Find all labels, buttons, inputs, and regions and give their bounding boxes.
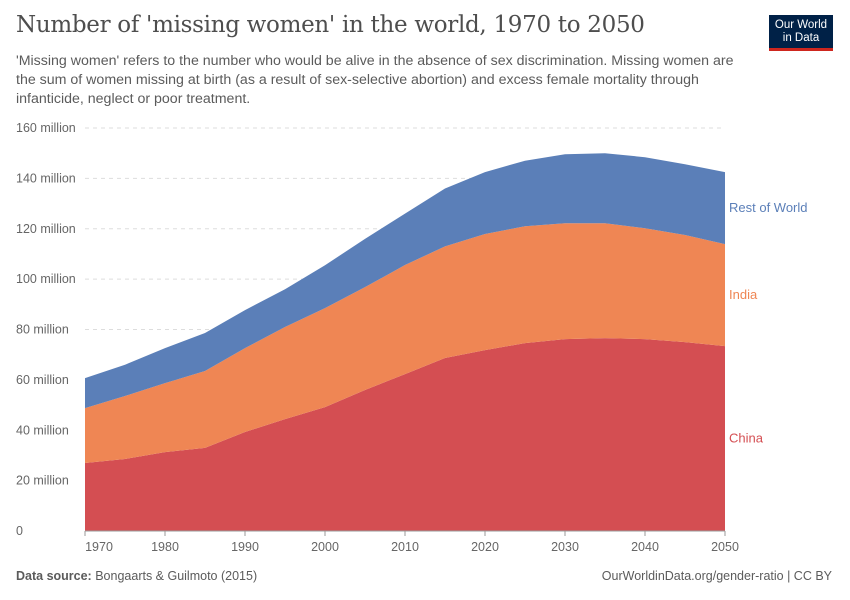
area-china: [85, 338, 725, 531]
y-tick-label: 40 million: [16, 423, 69, 437]
y-tick-label: 100 million: [16, 272, 76, 286]
series-label: China: [729, 431, 764, 446]
source-label: Data source:: [16, 569, 92, 583]
x-tick-label: 2020: [471, 540, 499, 554]
y-tick-label: 140 million: [16, 171, 76, 185]
x-tick-label: 1990: [231, 540, 259, 554]
x-tick-label: 1970: [85, 540, 113, 554]
chart-subtitle: 'Missing women' refers to the number who…: [16, 53, 734, 107]
x-tick-label: 2030: [551, 540, 579, 554]
owid-logo[interactable]: Our World in Data: [769, 15, 833, 51]
y-tick-label: 20 million: [16, 474, 69, 488]
area-rest-of-world: [85, 153, 725, 409]
y-tick-label: 0: [16, 524, 23, 538]
x-tick-label: 1980: [151, 540, 179, 554]
x-tick-label: 2040: [631, 540, 659, 554]
y-tick-label: 60 million: [16, 373, 69, 387]
series-label: Rest of World: [729, 200, 808, 215]
logo-line2: in Data: [782, 32, 820, 44]
source-text: Bongaarts & Guilmoto (2015): [95, 569, 258, 583]
x-tick-label: 2050: [711, 540, 739, 554]
data-source: Data source: Bongaarts & Guilmoto (2015): [16, 569, 257, 583]
area-india: [85, 223, 725, 463]
url-license[interactable]: OurWorldinData.org/gender-ratio | CC BY: [601, 569, 832, 583]
x-tick-label: 2010: [391, 540, 419, 554]
x-tick-label: 2000: [311, 540, 339, 554]
y-tick-label: 160 million: [16, 121, 76, 135]
series-label: India: [729, 287, 758, 302]
y-tick-label: 120 million: [16, 222, 76, 236]
chart-title: Number of 'missing women' in the world, …: [16, 12, 645, 38]
logo-line1: Our World: [774, 19, 828, 31]
y-tick-label: 80 million: [16, 323, 69, 337]
